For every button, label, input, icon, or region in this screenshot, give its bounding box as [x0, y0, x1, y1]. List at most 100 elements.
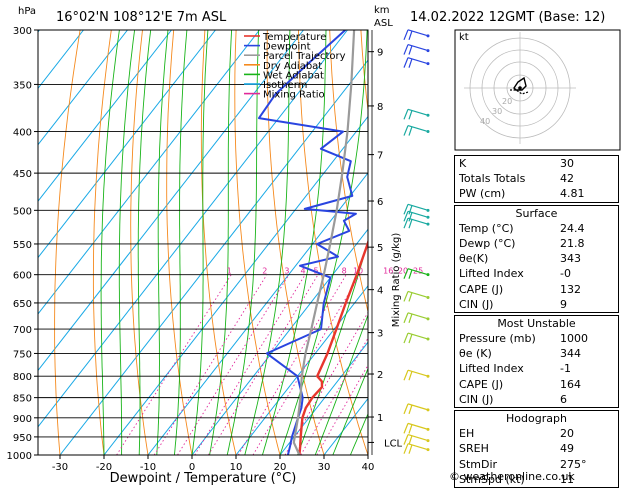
isotherm-line — [279, 341, 368, 455]
hodo-params-title: Hodograph — [506, 412, 567, 425]
surface-value: 343 — [560, 252, 581, 266]
wind-barb-dot — [426, 113, 430, 117]
x-tick-label: 20 — [274, 462, 287, 473]
pressure-tick-label: 750 — [13, 349, 32, 360]
x-tick-label: 30 — [318, 462, 331, 473]
surface-value: 21.8 — [560, 236, 585, 250]
wind-barb-flag — [408, 269, 413, 279]
pressure-tick-label: 650 — [13, 299, 32, 310]
wind-barb-flag — [408, 110, 413, 120]
lcl-label: LCL — [384, 438, 403, 449]
wind-barb — [403, 108, 430, 120]
dry-adiabat-line — [54, 30, 81, 455]
surface-label: Temp (°C) — [459, 221, 514, 235]
surface-value: -0 — [560, 267, 571, 281]
wind-barb-shaft — [407, 403, 429, 411]
surface-row: Dewp (°C) 21.8 — [455, 236, 618, 251]
wind-barb-flag — [403, 109, 409, 120]
wind-barb-flag — [403, 423, 409, 434]
wind-barb-shaft — [407, 108, 429, 116]
km-tick-label: 4 — [377, 286, 383, 297]
legend-label: Isotherm — [263, 80, 307, 91]
wind-barb-dot — [426, 34, 430, 38]
index-value: 42 — [560, 172, 574, 186]
wind-barb-flag — [403, 29, 409, 41]
wet-adiabat-line — [209, 30, 233, 455]
unstable-label: CIN (J) — [459, 392, 494, 406]
hodo-params-rows: EH 20 SREH 49 StmDir 275° StmSpd (kt) 11 — [455, 426, 618, 487]
km-tick-label: 1 — [377, 413, 383, 424]
wind-barb-flag — [403, 370, 409, 381]
unstable-value: -1 — [560, 362, 571, 376]
wind-barb-flag — [408, 30, 413, 41]
mixing-ratio-axis-label: Mixing Ratio (g/kg) — [391, 233, 402, 328]
wind-barb-shaft — [407, 29, 429, 37]
wind-barb-flag — [408, 313, 413, 324]
asl-label: ASL — [374, 18, 393, 29]
isotherm-line — [38, 30, 128, 146]
pressure-tick-label: 950 — [13, 433, 32, 444]
surface-label: CIN (J) — [459, 297, 494, 311]
wind-barb-flag — [403, 443, 409, 454]
unstable-value: 164 — [560, 377, 581, 391]
mixing-ratio-line — [300, 337, 368, 455]
wind-barb-dot — [426, 448, 430, 452]
wind-barb-flag — [408, 333, 413, 344]
surface-box: Surface Temp (°C) 24.4 Dewp (°C) 21.8 θe(K) 3… — [454, 204, 619, 313]
wind-barb-flag — [408, 58, 413, 68]
mixing-ratio-label: 8 — [342, 267, 347, 276]
mixing-ratio-line — [237, 274, 347, 455]
wind-barb-flag — [403, 217, 409, 229]
x-tick-label: 40 — [362, 462, 375, 473]
mixing-ratio-label: 16 — [383, 267, 393, 276]
hodo-param-row: StmDir 275° — [455, 457, 618, 472]
mixing-ratio-label: 4 — [301, 267, 306, 276]
x-tick-label: -30 — [52, 462, 68, 473]
wet-adiabat-line — [332, 367, 368, 455]
index-row-tt: Totals Totals 42 — [455, 171, 618, 186]
index-value: 30 — [560, 157, 574, 170]
wind-barb — [403, 268, 430, 279]
wind-barb-shaft — [407, 43, 429, 52]
pressure-tick-label: 1000 — [7, 451, 32, 462]
legend-label: Dewpoint — [263, 42, 311, 53]
hodo-param-row: SREH 49 — [455, 441, 618, 456]
isotherm-line — [38, 30, 172, 202]
pressure-tick-label: 400 — [13, 128, 32, 139]
wind-barb-flag — [403, 291, 409, 302]
mixing-ratio-line — [284, 311, 368, 455]
hodograph-trace — [513, 76, 527, 91]
surface-value: 24.4 — [560, 221, 585, 235]
index-label: PW (cm) — [459, 187, 506, 201]
unstable-title: Most Unstable — [497, 316, 576, 330]
wind-barb-shaft — [407, 443, 429, 451]
unstable-row: θe (K) 344 — [455, 346, 618, 361]
index-value: 4.81 — [560, 187, 585, 201]
wind-barb-flag — [408, 205, 413, 215]
pressure-tick-label: 450 — [13, 169, 32, 180]
wind-barb-flag — [403, 403, 409, 415]
wind-barb-dot — [426, 295, 430, 299]
wind-barb-flag — [408, 212, 413, 222]
hodo-param-value: 20 — [560, 427, 574, 441]
unstable-box: Most Unstable Pressure (mb) 1000 θe (K) 344… — [454, 314, 619, 408]
wind-barb-flag — [403, 211, 409, 222]
wind-barb — [403, 434, 430, 445]
x-axis-label: Dewpoint / Temperature (°C) — [110, 471, 297, 486]
series-temperature-line — [298, 238, 368, 455]
wind-barb-flag — [403, 312, 409, 324]
wind-barb-flag — [408, 424, 413, 434]
wet-adiabat-line — [314, 313, 368, 455]
mixing-ratio-label: 20 — [398, 267, 408, 276]
hodograph-ring-label: 30 — [492, 107, 502, 116]
wind-barb-shaft — [407, 332, 429, 340]
wind-barb-shaft — [407, 203, 429, 211]
index-label: K — [459, 157, 467, 170]
legend-label: Wet Adiabat — [263, 70, 324, 81]
wind-barb-dot — [426, 215, 430, 219]
wind-barb-flag — [403, 57, 409, 68]
background-lines — [38, 30, 368, 455]
wind-barb-dot — [426, 374, 430, 378]
wind-barb-shaft — [407, 290, 429, 299]
